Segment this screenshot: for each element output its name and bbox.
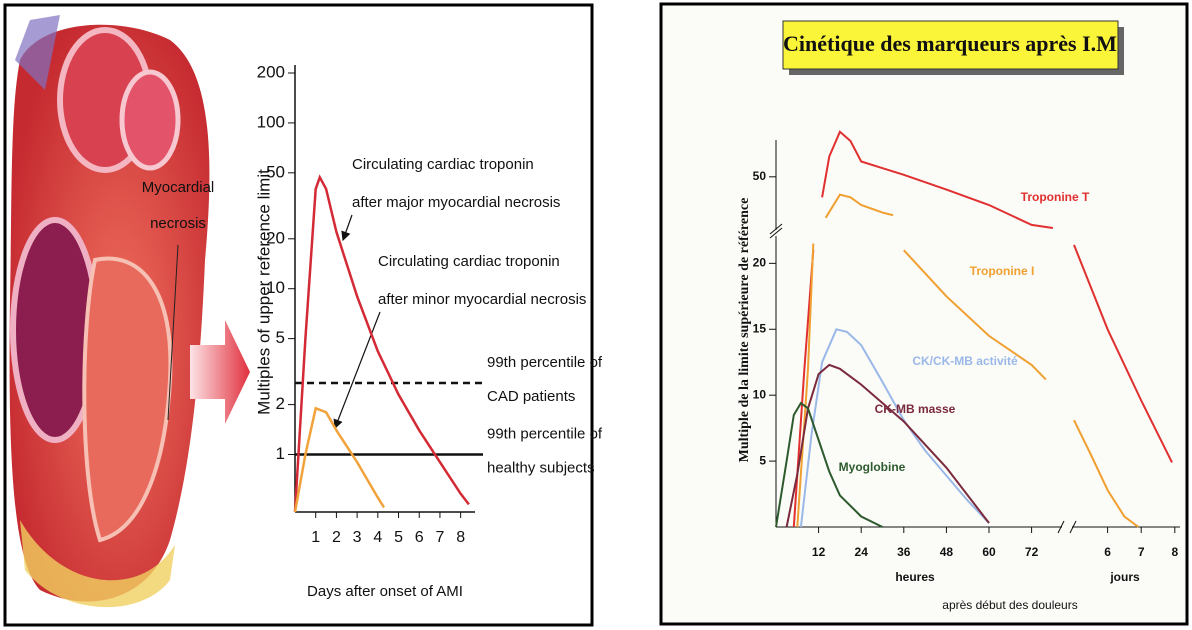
y-tick-label: 5 bbox=[276, 328, 285, 347]
x-tick-label: 8 bbox=[456, 529, 465, 546]
x-tick-label: 24 bbox=[855, 545, 869, 559]
x-tick-label: 1 bbox=[311, 529, 320, 546]
x-tick-label: 72 bbox=[1025, 545, 1039, 559]
y-tick-label: 15 bbox=[753, 321, 767, 335]
series-label: Troponine I bbox=[970, 264, 1035, 278]
x-tick-label: 6 bbox=[1104, 545, 1111, 559]
x-tick-label: 6 bbox=[415, 529, 424, 546]
reference-label: healthy subjects bbox=[487, 459, 595, 476]
series-label: Circulating cardiac troponin bbox=[352, 156, 534, 173]
chart-title: Cinétique des marqueurs après I.M bbox=[783, 31, 1117, 56]
x-tick-label: 7 bbox=[435, 529, 444, 546]
x-tick-label: 2 bbox=[332, 529, 341, 546]
y-tick-label: 5 bbox=[759, 453, 766, 467]
x-group-label: heures bbox=[895, 570, 935, 584]
reference-label: CAD patients bbox=[487, 388, 575, 405]
reference-label: 99th percentile of bbox=[487, 425, 603, 442]
x-group-label: jours bbox=[1109, 570, 1140, 584]
y-tick-label: 50 bbox=[753, 169, 767, 183]
x-tick-label: 36 bbox=[897, 545, 911, 559]
y-tick-label: 20 bbox=[266, 228, 285, 247]
series-label: Myoglobine bbox=[839, 460, 906, 474]
y-tick-label: 2 bbox=[276, 394, 285, 413]
left-panel: Myocardial necrosis Multiples of upper r… bbox=[5, 5, 603, 625]
x-tick-label: 12 bbox=[812, 545, 826, 559]
x-tick-label: 5 bbox=[394, 529, 403, 546]
series-label: after minor myocardial necrosis bbox=[378, 291, 586, 308]
y-tick-label: 50 bbox=[266, 162, 285, 181]
y-tick-label: 100 bbox=[257, 112, 285, 131]
right-panel: Cinétique des marqueurs après I.M Multip… bbox=[661, 4, 1187, 624]
series-label: after major myocardial necrosis bbox=[352, 194, 560, 211]
x-axis-label: Days after onset of AMI bbox=[307, 583, 463, 600]
x-tick-label: 3 bbox=[353, 529, 362, 546]
y-tick-label: 20 bbox=[753, 256, 767, 270]
y-axis-label: Multiple de la limite supérieure de réfé… bbox=[737, 198, 752, 463]
y-tick-label: 1 bbox=[276, 444, 285, 463]
caption: après début des douleurs bbox=[942, 598, 1077, 612]
annotation: necrosis bbox=[150, 215, 206, 232]
x-tick-label: 60 bbox=[982, 545, 996, 559]
y-tick-label: 10 bbox=[753, 387, 767, 401]
reference-label: 99th percentile of bbox=[487, 354, 603, 371]
annotation: Myocardial bbox=[142, 179, 215, 196]
series-label: CK/CK-MB activité bbox=[912, 354, 1018, 368]
y-tick-label: 200 bbox=[257, 62, 285, 81]
x-tick-label: 4 bbox=[373, 529, 382, 546]
series-label: Troponine T bbox=[1021, 190, 1090, 204]
y-tick-label: 10 bbox=[266, 278, 285, 297]
series-label: CK-MB masse bbox=[875, 402, 956, 416]
x-tick-label: 48 bbox=[940, 545, 954, 559]
page: Myocardial necrosis Multiples of upper r… bbox=[0, 0, 1192, 630]
x-tick-label: 8 bbox=[1171, 545, 1178, 559]
series-label: Circulating cardiac troponin bbox=[378, 253, 560, 270]
x-tick-label: 7 bbox=[1138, 545, 1145, 559]
